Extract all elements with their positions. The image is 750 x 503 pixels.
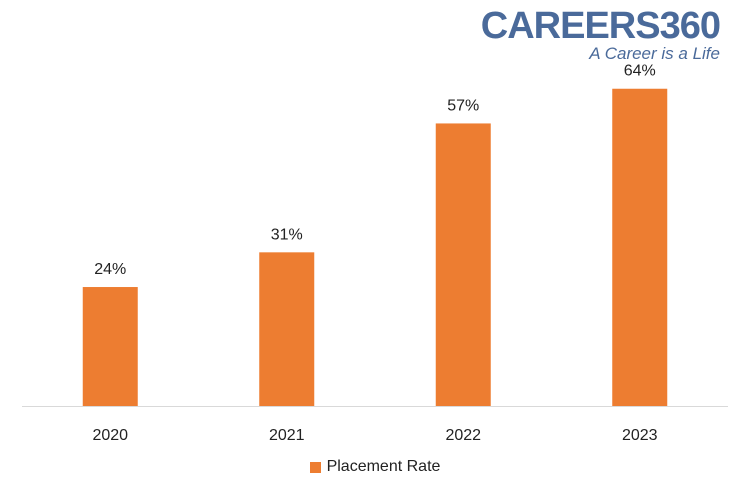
brand-tagline: A Career is a Life [589,44,720,63]
bar-2020 [82,287,138,406]
x-tick-label-2023: 2023 [622,427,658,444]
x-tick-label-2020: 2020 [92,427,128,444]
chart-legend: Placement Rate [0,458,750,476]
bar-2022 [435,123,491,406]
brand-logo: CAREERS360 A Career is a Life [480,4,721,64]
x-tick-label-2022: 2022 [445,427,481,444]
x-tick-label-2021: 2021 [269,427,305,444]
brand-name: CAREERS360 [480,5,721,47]
data-label-2020: 24% [94,261,126,278]
legend-label: Placement Rate [326,458,441,475]
data-label-2021: 31% [271,226,303,243]
bar-2021 [259,252,315,406]
data-label-2022: 57% [447,97,479,114]
legend-swatch [309,461,321,473]
data-label-2023: 64% [624,63,656,80]
bar-2023 [612,88,668,406]
